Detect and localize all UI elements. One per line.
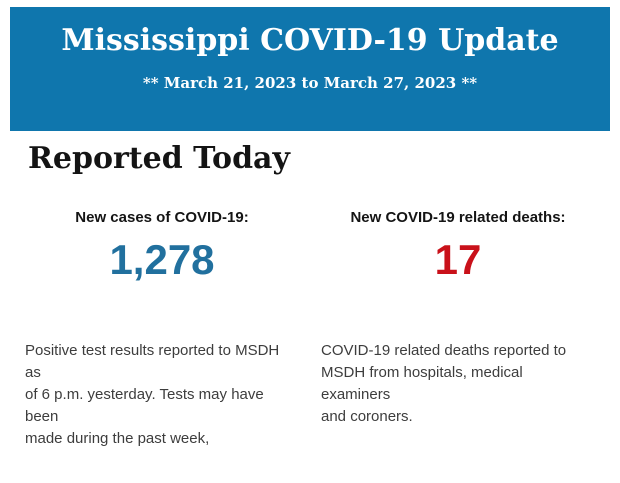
stat-new-cases: New cases of COVID-19: 1,278 Positive te… [25,208,299,450]
new-cases-label: New cases of COVID-19: [75,209,249,226]
stat-new-deaths: New COVID-19 related deaths: 17 COVID-19… [321,208,595,450]
new-cases-value: 1,278 [109,236,215,283]
new-deaths-value: 17 [434,236,482,283]
new-deaths-description: COVID-19 related deaths reported to MSDH… [321,342,567,425]
covid-update-banner: Mississippi COVID-19 Update ** March 21,… [10,7,610,131]
new-cases-description: Positive test results reported to MSDH a… [25,342,280,447]
new-deaths-label: New COVID-19 related deaths: [350,209,566,226]
stats-columns: New cases of COVID-19: 1,278 Positive te… [25,208,595,450]
banner-title: Mississippi COVID-19 Update [61,23,559,58]
banner-date-range: ** March 21, 2023 to March 27, 2023 ** [142,74,478,92]
reported-today-heading: Reported Today [28,141,290,176]
